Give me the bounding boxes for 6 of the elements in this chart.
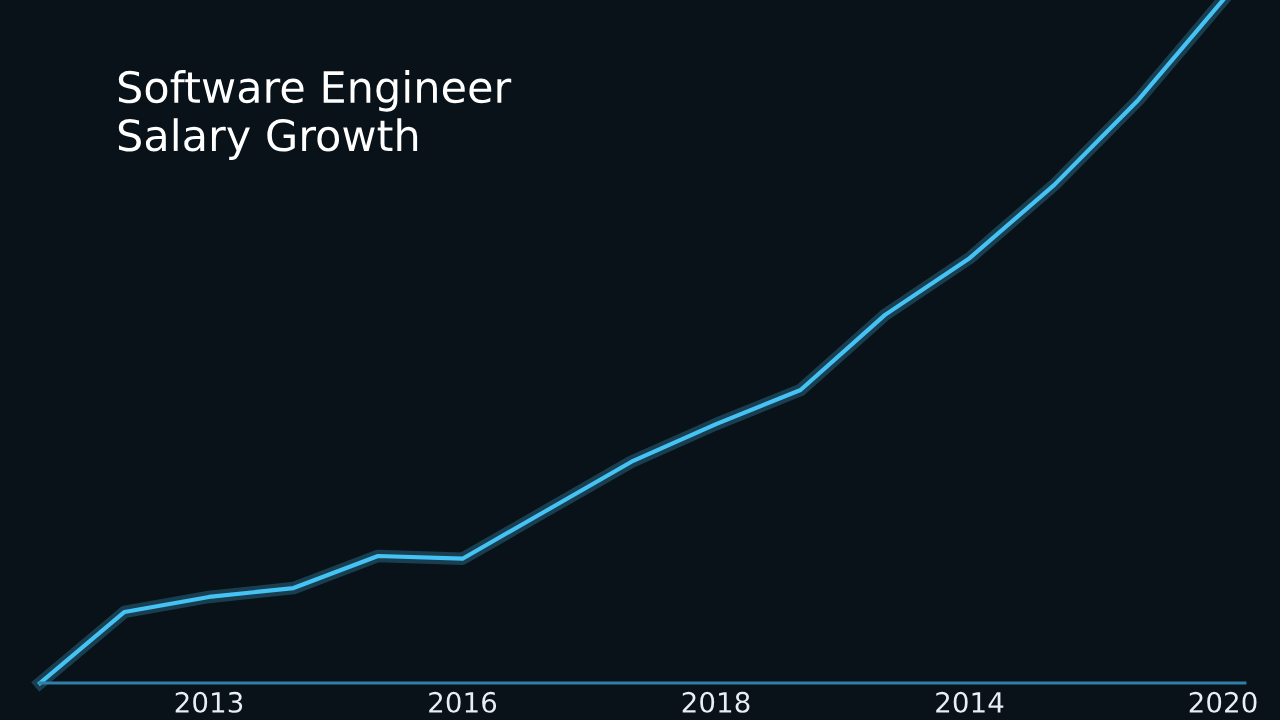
x-tick-label: 2020	[1189, 691, 1257, 713]
x-tick-label: 2014	[936, 691, 1004, 713]
x-tick-label: 2016	[429, 691, 497, 713]
text: Software Engineer Salary Growth	[118, 70, 512, 160]
x-tick-label: 2013	[175, 691, 243, 713]
x-tick-label: 2018	[682, 691, 750, 713]
